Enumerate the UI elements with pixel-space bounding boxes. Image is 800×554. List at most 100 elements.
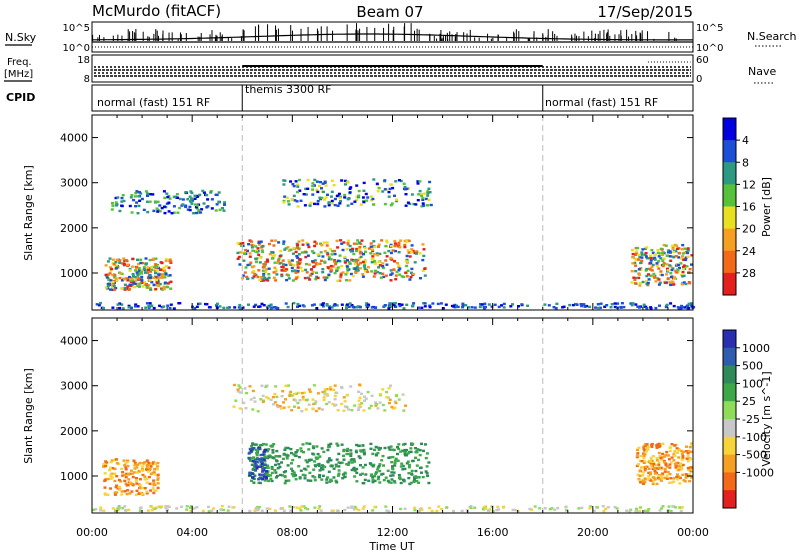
- echo-cell: [643, 453, 647, 456]
- echo-cell: [406, 201, 410, 204]
- echo-cell: [157, 272, 160, 276]
- echo-cell: [461, 306, 465, 309]
- echo-cell: [339, 239, 343, 242]
- echo-cell: [490, 305, 494, 308]
- echo-cell: [309, 479, 313, 482]
- echo-cell: [278, 465, 282, 469]
- echo-cell: [357, 195, 360, 199]
- echo-cell: [303, 474, 307, 477]
- echo-cell: [121, 506, 125, 510]
- echo-cell: [247, 452, 251, 455]
- echo-cell: [113, 274, 117, 277]
- echo-cell: [673, 444, 677, 447]
- colorbar-swatch: [723, 228, 736, 252]
- echo-cell: [115, 258, 119, 261]
- echo-cell: [312, 384, 316, 387]
- echo-cell: [392, 268, 396, 271]
- echo-cell: [425, 471, 429, 475]
- echo-cell: [314, 409, 318, 413]
- echo-cell: [260, 457, 264, 460]
- echo-cell: [659, 257, 663, 260]
- echo-cell: [416, 448, 420, 451]
- echo-cell: [270, 471, 274, 475]
- echo-cell: [409, 450, 413, 454]
- echo-cell: [633, 282, 637, 285]
- echo-cell: [397, 303, 401, 306]
- echo-cell: [384, 505, 388, 508]
- echo-cell: [292, 301, 296, 305]
- echo-cell: [349, 186, 353, 189]
- echo-cell: [144, 271, 147, 274]
- echo-cell: [255, 505, 259, 509]
- echo-cell: [260, 462, 264, 466]
- echo-cell: [382, 275, 386, 279]
- colorbar-tick-label: 12: [742, 178, 756, 191]
- echo-cell: [652, 461, 656, 464]
- echo-cell: [689, 466, 693, 469]
- echo-cell: [310, 250, 314, 253]
- echo-cell: [390, 202, 394, 205]
- echo-cell: [387, 190, 391, 194]
- echo-cell: [133, 285, 136, 289]
- echo-cell: [406, 460, 410, 463]
- echo-cell: [392, 448, 396, 452]
- echo-cell: [279, 249, 283, 253]
- echo-cell: [296, 391, 300, 395]
- echo-cell: [394, 249, 397, 253]
- echo-cell: [629, 302, 633, 305]
- echo-cell: [275, 273, 279, 276]
- echo-cell: [326, 254, 330, 257]
- echo-cell: [377, 243, 381, 246]
- echo-cell: [325, 388, 329, 391]
- echo-cell: [129, 469, 133, 472]
- echo-cell: [388, 187, 392, 191]
- echo-cell: [123, 479, 127, 483]
- echo-cell: [413, 261, 417, 264]
- echo-cell: [269, 477, 273, 481]
- echo-cell: [175, 193, 179, 196]
- echo-cell: [373, 479, 377, 483]
- echo-cell: [444, 303, 448, 306]
- echo-cell: [150, 505, 154, 509]
- echo-cell: [404, 271, 408, 274]
- echo-cell: [422, 302, 426, 305]
- echo-cell: [134, 282, 138, 286]
- echo-cell: [244, 248, 248, 252]
- echo-cell: [631, 252, 635, 256]
- echo-cell: [283, 195, 287, 198]
- echo-cell: [422, 449, 425, 453]
- echo-cell: [355, 269, 358, 272]
- echo-cell: [289, 263, 292, 266]
- echo-cell: [109, 269, 113, 272]
- echo-cell: [613, 506, 617, 509]
- echo-cell: [421, 475, 425, 479]
- echo-cell: [282, 240, 286, 243]
- echo-cell: [389, 183, 393, 186]
- echo-cell: [306, 465, 310, 468]
- echo-cell: [637, 446, 641, 450]
- echo-cell: [318, 455, 322, 458]
- echo-cell: [178, 197, 182, 201]
- echo-cell: [284, 453, 288, 457]
- echo-cell: [238, 391, 242, 394]
- echo-cell: [352, 458, 356, 461]
- echo-cell: [500, 304, 503, 307]
- echo-cell: [122, 199, 126, 203]
- echo-cell: [134, 195, 137, 198]
- echo-cell: [405, 240, 409, 243]
- echo-cell: [300, 505, 304, 508]
- y-tick-label: 1000: [60, 267, 88, 280]
- echo-cell: [634, 269, 638, 273]
- echo-cell: [164, 259, 168, 263]
- echo-cell: [405, 303, 409, 306]
- echo-cell: [631, 262, 635, 265]
- echo-cell: [248, 263, 252, 266]
- echo-cell: [118, 259, 122, 262]
- echo-cell: [416, 180, 420, 183]
- echo-cell: [102, 306, 105, 310]
- echo-cell: [533, 505, 537, 508]
- echo-cell: [326, 394, 330, 397]
- echo-cell: [111, 281, 115, 284]
- echo-cell: [130, 194, 134, 197]
